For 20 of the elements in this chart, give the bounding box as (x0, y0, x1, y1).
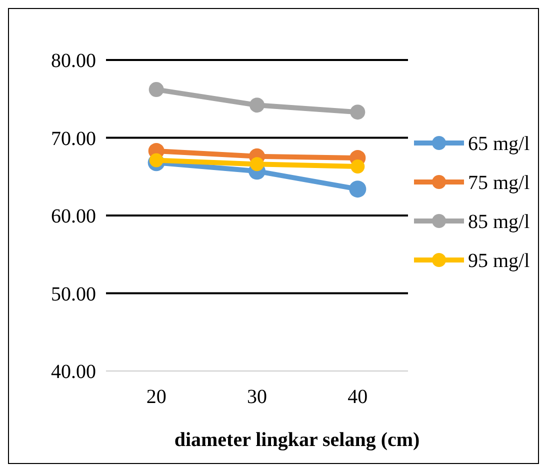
x-axis-title: diameter lingkar selang (cm) (174, 429, 420, 451)
point (149, 153, 164, 168)
point (250, 157, 264, 172)
point (349, 180, 366, 198)
x-tick-label: 30 (247, 386, 267, 408)
x-tick-label: 40 (348, 386, 368, 408)
point (250, 98, 264, 113)
y-tick-label: 70.00 (51, 128, 96, 150)
point (350, 160, 365, 174)
legend-label: 75 mg/l (468, 172, 530, 194)
legend-label: 65 mg/l (468, 133, 530, 155)
legend-label: 85 mg/l (468, 211, 530, 233)
legend-label: 95 mg/l (468, 250, 530, 272)
y-tick-label: 40.00 (51, 361, 96, 383)
x-tick-label: 20 (146, 386, 166, 408)
y-tick-label: 50.00 (51, 283, 96, 306)
point (148, 82, 164, 98)
point (350, 104, 366, 120)
y-tick-label: 60.00 (51, 206, 96, 228)
y-tick-label: 80.00 (51, 50, 96, 72)
